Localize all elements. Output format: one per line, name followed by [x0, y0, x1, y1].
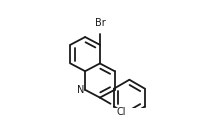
Text: Br: Br [94, 19, 105, 29]
Text: Cl: Cl [116, 107, 126, 117]
Text: N: N [77, 85, 84, 95]
